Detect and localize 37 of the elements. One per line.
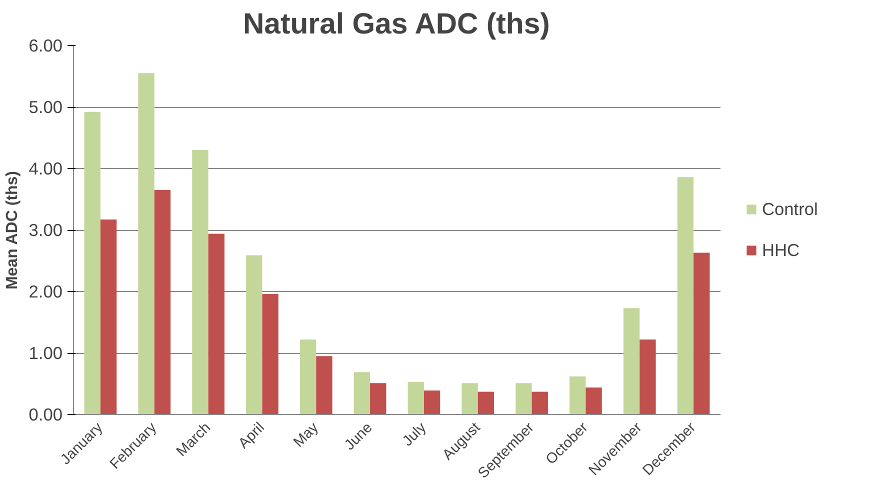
y-axis-title: Mean ADC (ths) bbox=[4, 171, 21, 290]
y-tick-label: 5.00 bbox=[28, 97, 63, 117]
bar bbox=[138, 73, 154, 414]
bar bbox=[208, 234, 224, 414]
bar bbox=[100, 220, 117, 414]
bar bbox=[586, 387, 602, 414]
legend-label: Control bbox=[762, 198, 818, 220]
bar bbox=[316, 356, 332, 414]
bar bbox=[640, 339, 656, 414]
bar bbox=[677, 177, 694, 414]
bar bbox=[424, 390, 440, 414]
bar bbox=[623, 308, 640, 414]
y-tick-label: 4.00 bbox=[28, 158, 63, 178]
bar bbox=[154, 190, 171, 414]
bar bbox=[478, 392, 494, 414]
y-tick-label: 6.00 bbox=[28, 36, 63, 56]
bar bbox=[192, 150, 208, 414]
bar bbox=[694, 252, 710, 414]
bar bbox=[516, 383, 532, 414]
bar bbox=[462, 383, 478, 414]
bar bbox=[246, 255, 262, 414]
bar bbox=[408, 382, 424, 414]
x-tick-label: July bbox=[400, 419, 430, 450]
y-tick-label: 0.00 bbox=[28, 404, 63, 424]
y-tick-label: 1.00 bbox=[28, 343, 63, 363]
bar bbox=[532, 392, 548, 414]
x-tick-label: May bbox=[290, 419, 322, 451]
bar bbox=[370, 383, 386, 414]
y-tick-label: 2.00 bbox=[28, 282, 63, 302]
chart-title: Natural Gas ADC (ths) bbox=[243, 8, 550, 40]
legend-label: HHC bbox=[762, 240, 800, 260]
bar bbox=[300, 339, 316, 414]
bar bbox=[84, 112, 100, 414]
y-tick-label: 3.00 bbox=[28, 220, 63, 240]
bar bbox=[262, 294, 278, 414]
bar bbox=[354, 372, 370, 414]
bar bbox=[570, 376, 586, 414]
